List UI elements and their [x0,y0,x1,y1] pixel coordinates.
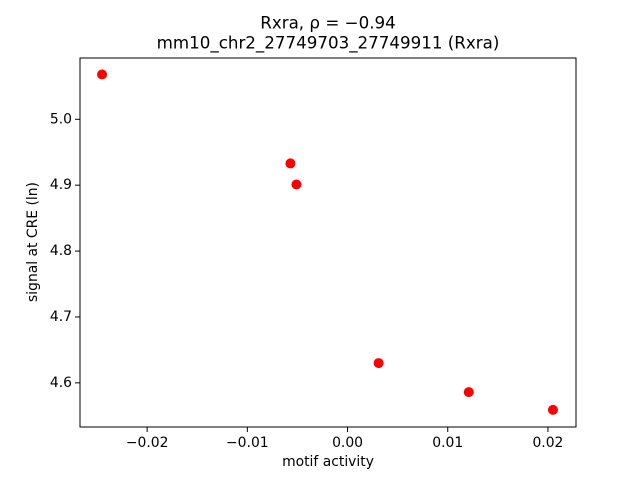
chart-subtitle: mm10_chr2_27749703_27749911 (Rxra) [157,33,500,54]
plot-frame [79,57,577,428]
x-tick-label: 0.02 [532,435,563,451]
point [291,179,302,190]
y-axis-label: signal at CRE (ln) [25,182,41,302]
x-tick-label: −0.01 [226,435,269,451]
point [463,387,474,398]
y-tick-label: 4.7 [50,309,72,325]
x-tick-label: 0.00 [332,435,363,451]
point [373,358,384,369]
point [547,404,558,415]
x-tick-label: −0.02 [126,435,169,451]
x-tick-label: 0.01 [432,435,463,451]
y-tick-label: 4.8 [50,243,72,259]
point [285,158,296,169]
x-axis-label: motif activity [282,454,374,470]
chart-title: Rxra, ρ = −0.94 [260,13,396,33]
y-tick-label: 4.6 [50,375,72,391]
point [97,69,108,80]
y-tick-label: 4.9 [50,177,72,193]
y-tick-label: 5.0 [50,111,72,127]
